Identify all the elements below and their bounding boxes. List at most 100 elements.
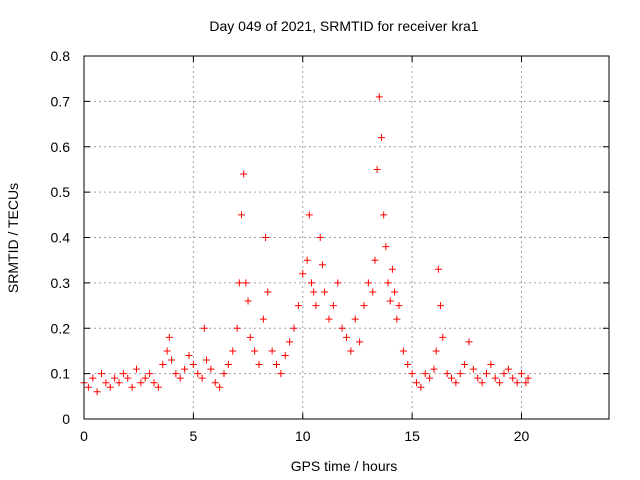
y-tick-label: 0.8 <box>51 48 71 64</box>
data-point <box>421 370 429 378</box>
data-point <box>194 370 202 378</box>
data-point <box>356 338 364 346</box>
data-point <box>364 279 372 287</box>
data-point <box>305 211 313 219</box>
data-point <box>146 370 154 378</box>
data-point <box>259 315 267 323</box>
data-point <box>165 333 173 341</box>
data-point <box>384 279 392 287</box>
data-point <box>268 347 276 355</box>
data-point <box>465 338 473 346</box>
data-point <box>277 370 285 378</box>
data-point <box>329 302 337 310</box>
data-point <box>255 361 263 369</box>
data-point <box>163 347 171 355</box>
chart-title: Day 049 of 2021, SRMTID for receiver kra… <box>209 18 478 34</box>
data-point <box>246 333 254 341</box>
data-point <box>137 379 145 387</box>
data-point <box>273 361 280 369</box>
data-point <box>220 370 228 378</box>
data-point <box>504 365 512 373</box>
data-point <box>303 256 311 264</box>
data-point <box>150 379 158 387</box>
x-axis-label: GPS time / hours <box>291 458 398 474</box>
data-point <box>124 374 132 382</box>
data-point <box>432 347 440 355</box>
data-point <box>380 211 388 219</box>
data-point <box>393 315 401 323</box>
data-point <box>404 361 412 369</box>
data-point <box>518 370 525 378</box>
data-point <box>369 288 377 296</box>
data-point <box>290 324 298 332</box>
data-point <box>524 374 532 382</box>
data-point <box>224 361 232 369</box>
data-point <box>154 383 162 391</box>
data-point <box>522 379 530 387</box>
y-tick-label: 0.2 <box>51 320 71 336</box>
data-point <box>281 351 289 359</box>
data-point <box>509 374 517 382</box>
y-tick-label: 0.7 <box>51 93 71 109</box>
x-tick-label: 5 <box>189 428 197 444</box>
x-tick-label: 15 <box>404 428 420 444</box>
data-point <box>286 338 294 346</box>
data-point <box>461 361 469 369</box>
data-point <box>198 374 206 382</box>
data-point <box>399 347 407 355</box>
data-point <box>483 370 490 378</box>
data-point <box>417 383 425 391</box>
data-point <box>413 379 420 387</box>
data-point <box>189 361 197 369</box>
y-tick-label: 0.3 <box>51 275 71 291</box>
data-point <box>391 288 399 296</box>
data-point <box>430 365 438 373</box>
data-point <box>244 297 252 305</box>
data-point <box>216 383 224 391</box>
data-point <box>434 265 442 273</box>
data-point <box>185 351 193 359</box>
data-point <box>233 324 241 332</box>
data-point <box>235 279 243 287</box>
data-point <box>378 134 385 142</box>
data-point <box>98 370 105 378</box>
data-point <box>343 333 350 341</box>
data-point <box>93 388 101 396</box>
axis-ticks <box>83 55 609 420</box>
data-points <box>80 93 532 396</box>
data-point <box>229 347 237 355</box>
data-point <box>133 365 140 373</box>
grid-lines <box>84 56 609 419</box>
data-point <box>159 361 167 369</box>
y-axis-label: SRMTID / TECUs <box>5 183 21 293</box>
data-point <box>316 234 324 241</box>
data-point <box>84 383 92 391</box>
data-point <box>513 379 521 387</box>
data-point <box>240 170 248 178</box>
data-point <box>200 324 208 332</box>
data-point <box>456 370 464 378</box>
data-point <box>128 383 136 391</box>
data-point <box>242 279 250 287</box>
data-point <box>141 374 149 382</box>
data-point <box>176 374 184 382</box>
data-point <box>294 302 302 310</box>
data-point <box>89 374 97 382</box>
y-tick-label: 0.5 <box>51 184 71 200</box>
data-point <box>478 379 486 387</box>
data-point <box>334 279 342 287</box>
data-point <box>375 93 383 101</box>
data-point <box>347 347 355 355</box>
data-point <box>203 356 210 364</box>
data-point <box>443 370 451 378</box>
data-point <box>310 288 318 296</box>
data-point <box>491 374 499 382</box>
data-point <box>168 356 175 364</box>
data-point <box>181 365 189 373</box>
data-point <box>299 270 307 278</box>
data-point <box>408 370 416 378</box>
data-point <box>115 379 123 387</box>
data-point <box>102 379 110 387</box>
data-point <box>312 302 320 310</box>
